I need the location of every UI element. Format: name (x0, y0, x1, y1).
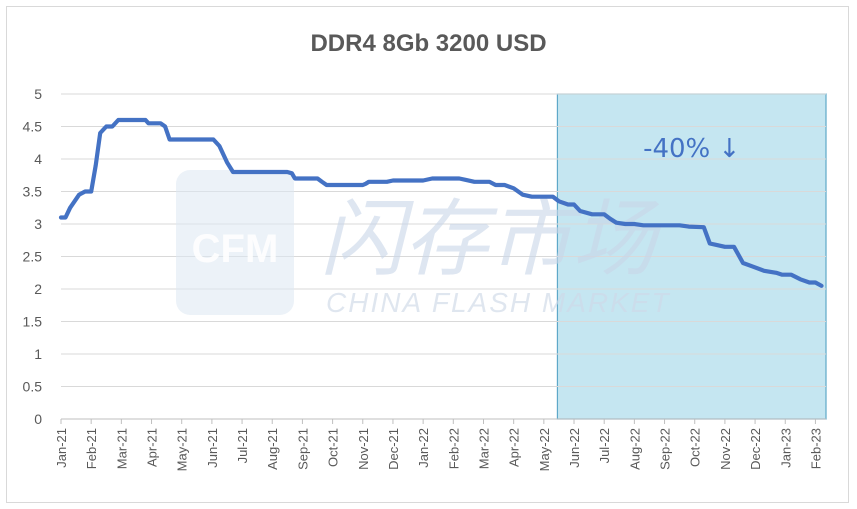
watermark-en-text: CHINA FLASH MARKET (326, 287, 671, 318)
y-tick-label: 2.5 (23, 249, 43, 265)
x-tick-label: Sep-22 (658, 428, 673, 470)
x-tick-label: Mar-21 (114, 428, 129, 469)
x-tick-label: Apr-22 (507, 428, 522, 467)
x-tick-label: Aug-21 (265, 428, 280, 470)
x-tick-label: Jul-22 (597, 428, 612, 463)
y-tick-label: 4.5 (23, 119, 43, 135)
x-tick-label: Jun-22 (567, 428, 582, 468)
x-tick-label: Oct-21 (326, 428, 341, 467)
x-tick-label: Feb-23 (808, 428, 823, 469)
x-tick-label: Dec-21 (386, 428, 401, 470)
y-tick-label: 2 (34, 281, 42, 297)
x-tick-label: Feb-21 (84, 428, 99, 469)
x-tick-label: Sep-21 (295, 428, 310, 470)
x-tick-label: May-21 (175, 428, 190, 471)
y-tick-label: 1 (34, 346, 42, 362)
x-tick-label: Jan-22 (416, 428, 431, 468)
y-tick-label: 0.5 (23, 379, 43, 395)
x-tick-label: Aug-22 (627, 428, 642, 470)
x-tick-label: Jan-23 (778, 428, 793, 468)
x-tick-label: Apr-21 (145, 428, 160, 467)
watermark-cn-text: 闪存市场 (320, 190, 662, 288)
y-tick-label: 0 (34, 411, 42, 427)
y-tick-label: 4 (34, 151, 42, 167)
x-tick-label: Oct-22 (688, 428, 703, 467)
x-tick-label: Feb-22 (446, 428, 461, 469)
x-tick-label: Jan-21 (54, 428, 69, 468)
x-tick-label: Jul-21 (235, 428, 250, 463)
decline-annotation: -40% ↓ (643, 134, 740, 164)
x-tick-label: Nov-21 (356, 428, 371, 470)
x-tick-label: Jun-21 (205, 428, 220, 468)
x-tick-label: Nov-22 (718, 428, 733, 470)
watermark-logo-text: CFM (192, 227, 279, 271)
y-tick-label: 1.5 (23, 314, 43, 330)
series-line (58, 117, 824, 288)
chart-title: DDR4 8Gb 3200 USD (310, 30, 547, 57)
y-tick-label: 3 (34, 216, 42, 232)
x-tick-label: May-22 (537, 428, 552, 471)
watermark-logo (176, 170, 294, 315)
y-tick-label: 5 (34, 86, 42, 102)
y-tick-label: 3.5 (23, 184, 43, 200)
x-tick-label: Dec-22 (748, 428, 763, 470)
x-tick-label: Mar-22 (476, 428, 491, 469)
